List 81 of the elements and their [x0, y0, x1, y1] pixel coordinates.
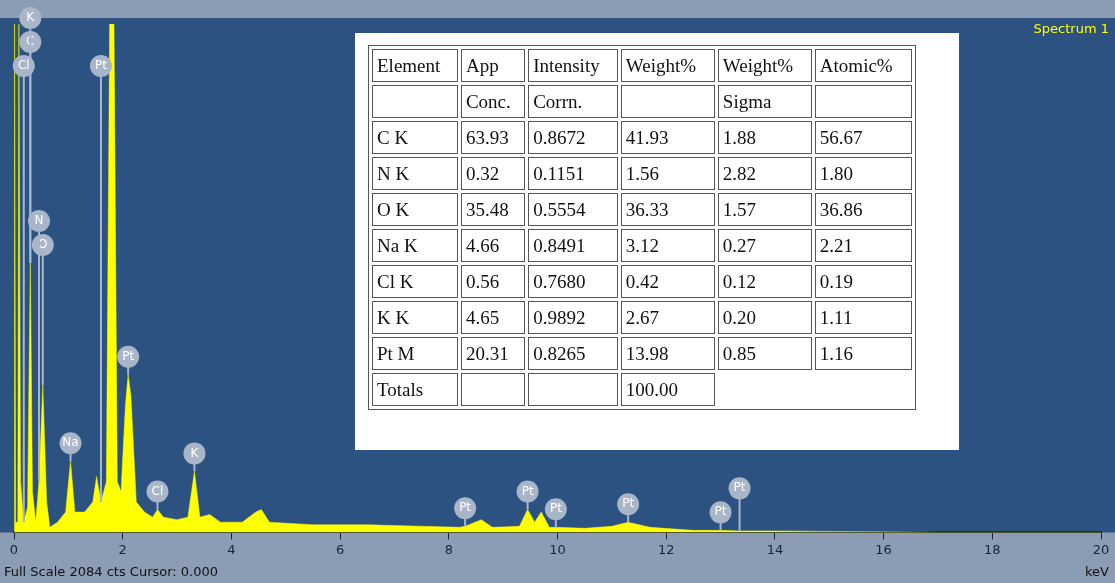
x-tick-label: 0: [9, 541, 19, 557]
category-label: Weight%: [717, 49, 812, 82]
text: Conc.: [465, 90, 511, 112]
text: 2.21: [819, 234, 854, 256]
text: 0.12: [722, 270, 757, 292]
text: 0.8672: [533, 126, 586, 148]
text: Na K: [377, 234, 418, 256]
text: 0.20: [722, 306, 757, 328]
text: 1.56: [625, 162, 660, 184]
text: 2.82: [722, 162, 757, 184]
text: 1.88: [722, 126, 757, 148]
text: 1.11: [819, 306, 853, 328]
x-tick-label: 2: [118, 541, 127, 557]
annotation: Na: [62, 435, 79, 450]
annotation: Cl: [17, 58, 30, 73]
text: 56.67: [819, 126, 863, 148]
text: 1.57: [722, 198, 757, 220]
x-tick-label: 18: [984, 541, 1001, 557]
text: 0.8265: [533, 342, 586, 364]
text: 35.48: [465, 198, 509, 220]
text: Full Scale 2084 cts Cursor: 0.000: [4, 564, 219, 580]
x-tick-label: 6: [335, 541, 345, 557]
chart-title: Spectrum 1: [1033, 21, 1109, 37]
text: 0.7680: [533, 270, 586, 292]
text: 0.42: [625, 270, 660, 292]
text: 100.00: [625, 378, 679, 400]
text: Sigma: [722, 90, 772, 112]
text: 63.93: [465, 126, 509, 148]
text: 0.19: [819, 270, 854, 292]
category-label: Element: [372, 49, 458, 82]
text: 0.5554: [533, 198, 586, 220]
text: 0.27: [722, 234, 757, 256]
text: 2.67: [625, 306, 660, 328]
annotation: K: [190, 445, 200, 460]
text: 1.80: [819, 162, 854, 184]
x-tick-label: 16: [875, 541, 892, 557]
text: 0.1151: [533, 162, 585, 184]
text: 13.98: [625, 342, 669, 364]
annotation: Pt: [94, 58, 108, 73]
text: 20.31: [465, 342, 509, 364]
annotation: K: [26, 10, 36, 25]
x-tick-label: 10: [549, 541, 566, 557]
annotation: N: [34, 213, 44, 228]
annotation: Pt: [122, 348, 135, 363]
text: 4.65: [465, 306, 500, 328]
x-tick-label: 20: [1092, 541, 1110, 557]
x-tick-label: 8: [444, 541, 453, 557]
text: O K: [377, 198, 410, 220]
x-tick-label: 14: [766, 541, 784, 557]
x-tick-label: 4: [227, 541, 236, 557]
x-axis-title: keV: [1085, 564, 1110, 580]
text: Totals: [377, 378, 424, 400]
x-tick-label: 12: [657, 541, 675, 557]
text: K K: [377, 306, 410, 328]
annotation: Pt: [622, 496, 635, 511]
text: 0.85: [722, 342, 757, 364]
text: 3.12: [625, 234, 660, 256]
annotation: Cl: [151, 483, 164, 498]
text: Pt M: [377, 342, 415, 364]
text: C K: [377, 126, 409, 148]
text: 36.33: [625, 198, 669, 220]
text: 0.9892: [533, 306, 586, 328]
text: 0.56: [465, 270, 500, 292]
category-label: Intensity: [528, 49, 618, 82]
text: 1.16: [819, 342, 854, 364]
text: N K: [377, 162, 410, 184]
category-label: Weight%: [620, 49, 715, 82]
text: 4.66: [465, 234, 500, 256]
text: 41.93: [625, 126, 669, 148]
annotation: Pt: [714, 504, 727, 519]
text: Corrn.: [533, 90, 583, 112]
text: Cl K: [377, 270, 414, 292]
annotation: Pt: [459, 500, 472, 515]
annotation: Pt: [549, 501, 563, 516]
annotation: Pt: [733, 480, 746, 495]
text: 36.86: [819, 198, 863, 220]
annotation: Pt: [521, 483, 534, 498]
category-label: App: [460, 49, 526, 82]
category-label: Atomic%: [814, 49, 912, 82]
text: 0.32: [465, 162, 500, 184]
text: 0.8491: [533, 234, 586, 256]
